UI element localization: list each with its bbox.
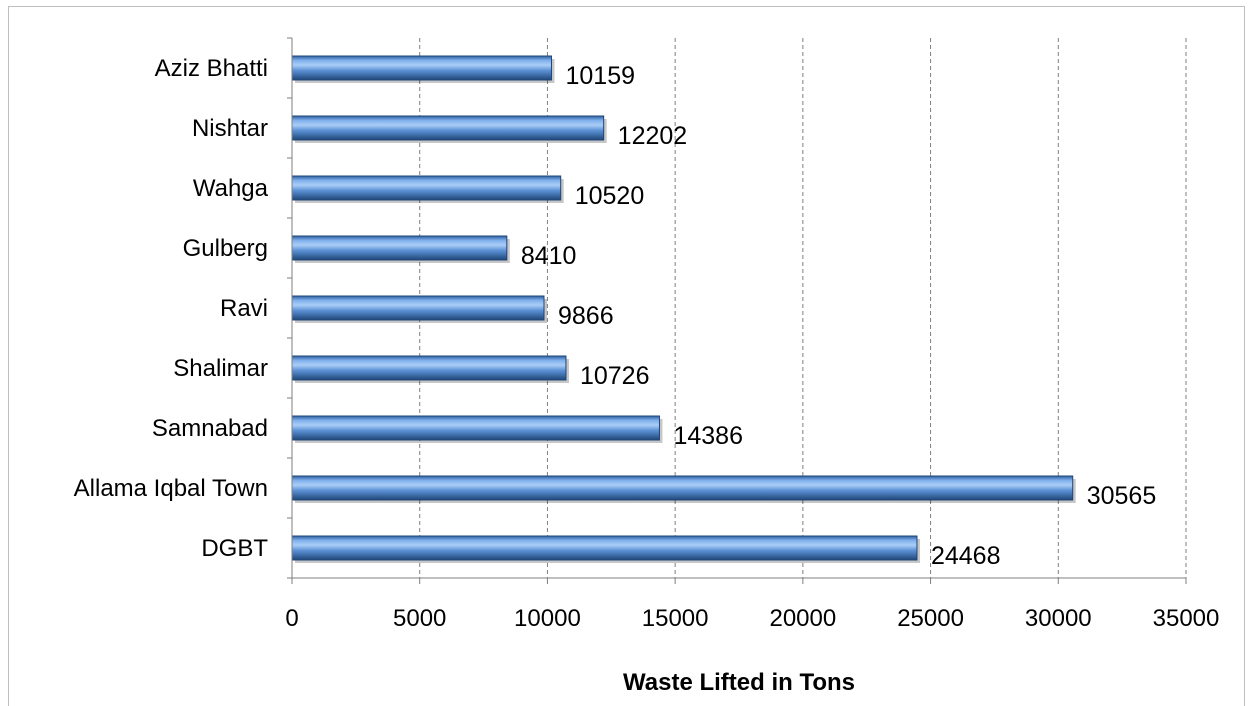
category-label: Aziz Bhatti [155, 55, 268, 82]
bar [291, 415, 660, 441]
category-label: Nishtar [192, 115, 268, 142]
data-label: 30565 [1087, 482, 1157, 510]
x-axis-title: Waste Lifted in Tons [623, 669, 855, 696]
category-label: DGBT [201, 535, 268, 562]
x-tick-label: 20000 [769, 605, 836, 632]
category-label: Wahga [193, 175, 269, 202]
data-label: 24468 [931, 542, 1001, 570]
bar [291, 55, 552, 81]
data-label: 12202 [618, 122, 688, 150]
category-label: Ravi [220, 295, 268, 322]
category-label: Samnabad [152, 415, 268, 442]
x-tick-label: 25000 [897, 605, 964, 632]
bar [291, 295, 545, 321]
bar [291, 175, 562, 201]
data-label: 9866 [558, 302, 614, 330]
chart-frame [8, 6, 1245, 706]
data-label: 10726 [580, 362, 650, 390]
bar [291, 235, 508, 261]
data-label: 10159 [565, 62, 635, 90]
category-label: Gulberg [183, 235, 268, 262]
x-tick-label: 35000 [1153, 605, 1220, 632]
labels: 0 5000 10000 15000 20000 25000 30000 35000 Aziz … [74, 55, 1220, 632]
data-label: 10520 [575, 182, 645, 210]
data-label: 14386 [673, 422, 743, 450]
bar [291, 355, 567, 381]
bar [291, 535, 918, 561]
data-label: 8410 [521, 242, 577, 270]
category-label: Allama Iqbal Town [74, 475, 268, 502]
axes [287, 37, 1187, 584]
x-tick-label: 5000 [393, 605, 446, 632]
x-tick-label: 0 [285, 605, 298, 632]
bar [291, 115, 605, 141]
x-tick-label: 10000 [514, 605, 581, 632]
bars [291, 55, 1076, 563]
x-tick-label: 30000 [1025, 605, 1092, 632]
category-label: Shalimar [173, 355, 268, 382]
bar [291, 475, 1074, 501]
x-tick-label: 15000 [642, 605, 709, 632]
